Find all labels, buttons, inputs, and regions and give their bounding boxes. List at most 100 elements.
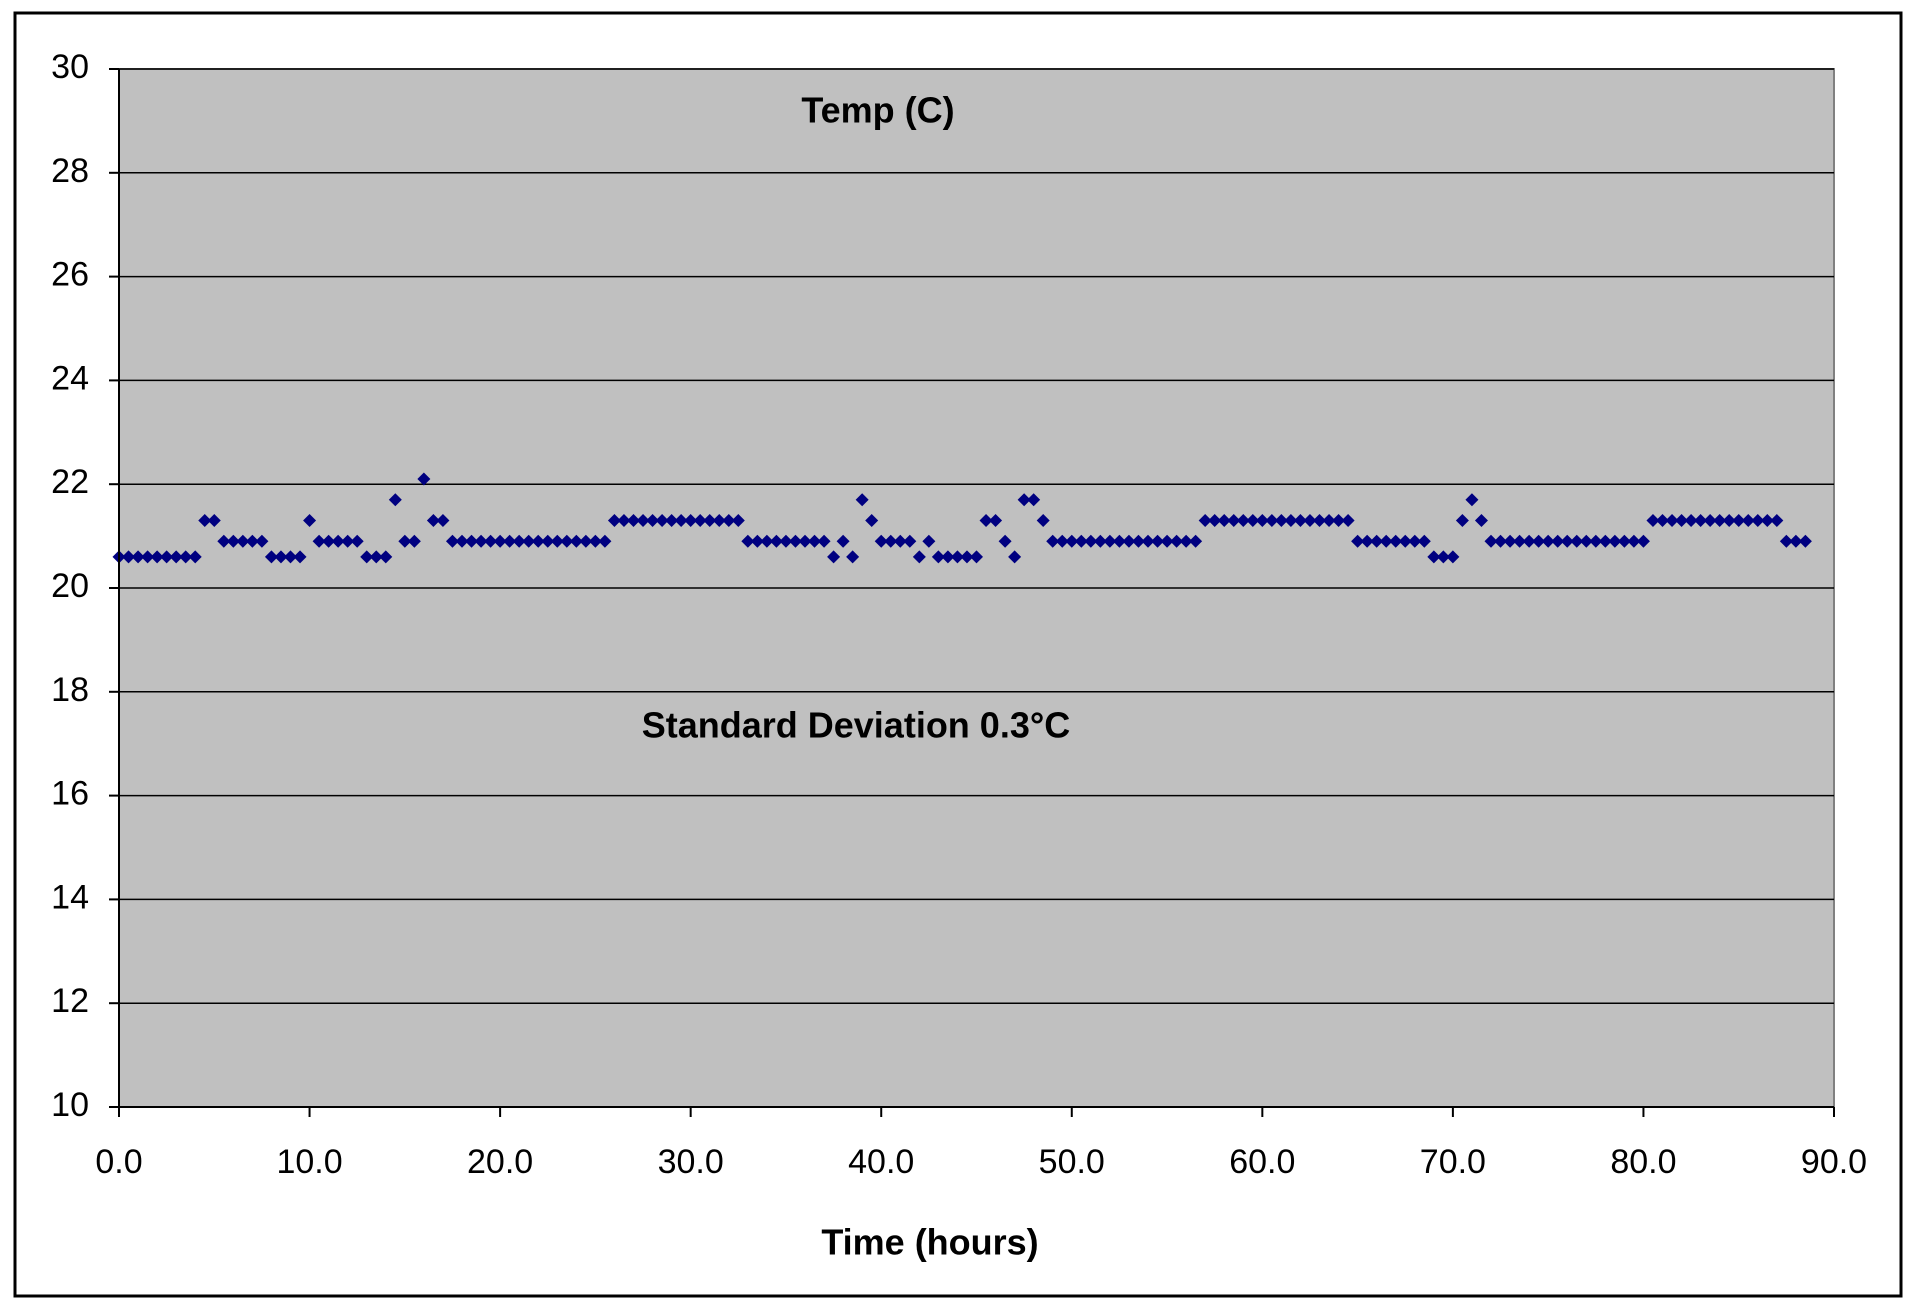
marker xyxy=(931,550,945,564)
marker xyxy=(1532,534,1546,548)
marker xyxy=(1208,514,1222,528)
marker xyxy=(131,550,145,564)
marker xyxy=(1170,534,1184,548)
marker xyxy=(550,534,564,548)
marker xyxy=(1522,534,1536,548)
marker xyxy=(417,472,431,486)
marker xyxy=(341,534,355,548)
marker xyxy=(893,534,907,548)
marker xyxy=(1722,514,1736,528)
marker xyxy=(169,550,183,564)
marker xyxy=(1741,514,1755,528)
marker xyxy=(655,514,669,528)
marker xyxy=(245,534,259,548)
marker xyxy=(827,550,841,564)
marker xyxy=(1017,493,1031,507)
marker xyxy=(1313,514,1326,528)
marker xyxy=(379,550,393,564)
marker xyxy=(1074,534,1088,548)
marker xyxy=(712,514,726,528)
y-tick-label: 30 xyxy=(51,48,89,86)
marker xyxy=(160,550,174,564)
marker xyxy=(1284,514,1298,528)
marker xyxy=(912,550,926,564)
marker xyxy=(255,534,269,548)
marker xyxy=(312,534,326,548)
marker xyxy=(817,534,831,548)
marker xyxy=(484,534,498,548)
marker xyxy=(1703,514,1717,528)
marker xyxy=(846,550,860,564)
marker xyxy=(1160,534,1174,548)
marker xyxy=(1274,514,1288,528)
marker xyxy=(293,550,307,564)
marker xyxy=(1541,534,1555,548)
marker xyxy=(646,514,660,528)
marker xyxy=(884,534,898,548)
marker xyxy=(1798,534,1812,548)
x-tick-label: 90.0 xyxy=(1801,1143,1867,1181)
marker xyxy=(207,514,221,528)
marker xyxy=(512,534,526,548)
y-tick-label: 22 xyxy=(51,463,89,501)
marker xyxy=(1198,514,1212,528)
marker xyxy=(874,534,888,548)
marker xyxy=(1751,514,1765,528)
marker xyxy=(769,534,783,548)
marker xyxy=(322,534,336,548)
marker xyxy=(1370,534,1384,548)
marker xyxy=(1255,514,1269,528)
y-tick-label: 26 xyxy=(51,256,89,294)
marker xyxy=(569,534,583,548)
marker xyxy=(703,514,717,528)
marker xyxy=(1646,514,1660,528)
marker xyxy=(1103,534,1117,548)
marker xyxy=(426,514,440,528)
marker xyxy=(1217,514,1231,528)
marker xyxy=(598,534,612,548)
marker xyxy=(1084,534,1098,548)
marker xyxy=(1322,514,1336,528)
marker xyxy=(750,534,764,548)
marker xyxy=(808,534,822,548)
marker xyxy=(1036,514,1050,528)
marker xyxy=(865,514,879,528)
marker xyxy=(1293,514,1307,528)
annotation: Standard Deviation 0.3°C xyxy=(642,705,1071,746)
marker xyxy=(941,550,955,564)
marker xyxy=(1389,534,1403,548)
marker xyxy=(1598,534,1612,548)
marker xyxy=(779,534,793,548)
marker xyxy=(1246,514,1260,528)
y-tick-label: 12 xyxy=(51,982,89,1020)
marker xyxy=(836,534,850,548)
marker xyxy=(970,550,983,564)
marker xyxy=(1027,493,1041,507)
marker xyxy=(1770,514,1784,528)
marker xyxy=(493,534,507,548)
marker xyxy=(1360,534,1374,548)
marker xyxy=(1046,534,1060,548)
marker xyxy=(264,550,278,564)
marker xyxy=(1579,534,1593,548)
marker xyxy=(1455,514,1469,528)
marker xyxy=(150,550,164,564)
marker xyxy=(922,534,936,548)
marker xyxy=(1636,534,1650,548)
marker xyxy=(1474,514,1488,528)
marker xyxy=(1656,514,1669,528)
marker xyxy=(122,550,136,564)
marker xyxy=(1560,534,1574,548)
marker xyxy=(1465,493,1479,507)
marker xyxy=(522,534,536,548)
marker xyxy=(1503,534,1517,548)
marker xyxy=(1417,534,1431,548)
marker xyxy=(1713,514,1727,528)
marker xyxy=(579,534,593,548)
marker xyxy=(607,514,621,528)
marker xyxy=(1484,534,1498,548)
marker xyxy=(1408,534,1422,548)
marker xyxy=(141,550,155,564)
marker xyxy=(1265,514,1279,528)
